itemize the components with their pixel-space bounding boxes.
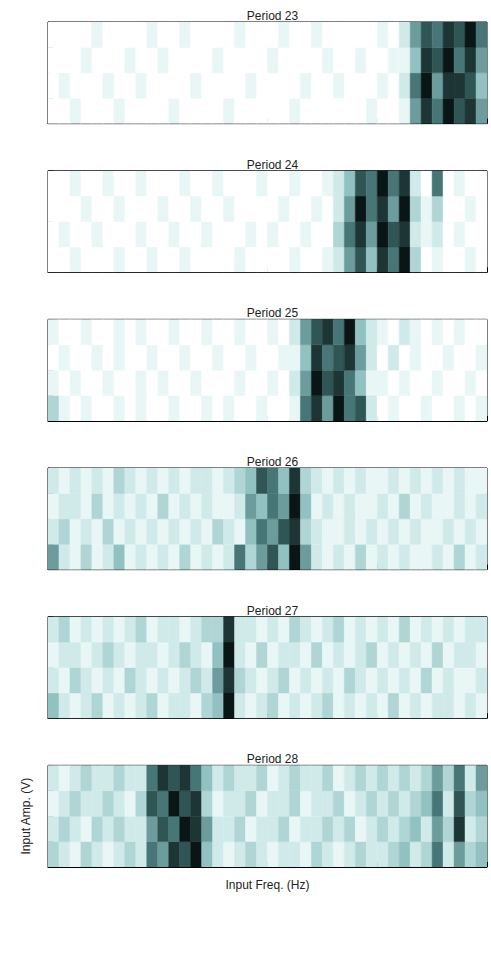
svg-text:Period 24: Period 24 <box>247 158 299 172</box>
svg-text:Input Amp. (V): Input Amp. (V) <box>19 778 33 855</box>
svg-text:Period 28: Period 28 <box>247 752 299 766</box>
svg-text:Input Freq. (Hz): Input Freq. (Hz) <box>225 878 309 892</box>
svg-text:Period 25: Period 25 <box>247 306 299 320</box>
svg-text:Period 26: Period 26 <box>247 455 299 469</box>
svg-text:Period 27: Period 27 <box>247 604 299 618</box>
svg-text:Period 23: Period 23 <box>247 9 299 23</box>
